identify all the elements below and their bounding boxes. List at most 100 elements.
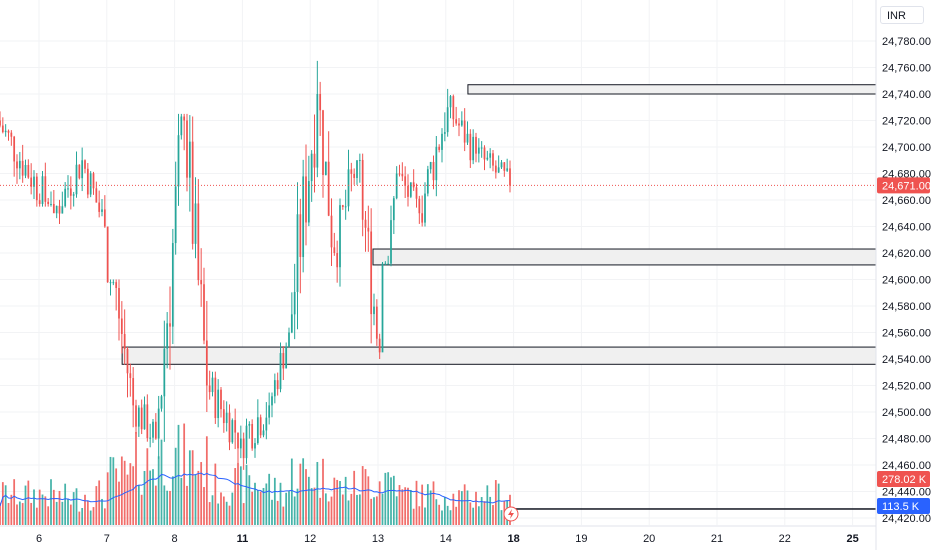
candle <box>4 124 7 137</box>
candle <box>438 144 441 153</box>
candle <box>282 346 285 381</box>
y-tick-label: 24,440.00 <box>882 487 931 499</box>
candle <box>126 347 129 398</box>
candle-body <box>132 378 135 406</box>
candle-body <box>313 153 316 168</box>
volume-bar <box>455 506 458 525</box>
volume-bar <box>358 494 361 525</box>
candle <box>449 95 452 119</box>
volume-bar <box>52 489 55 525</box>
candle-body <box>239 438 242 449</box>
candle <box>191 116 194 250</box>
volume-bar <box>387 472 390 525</box>
zone-box[interactable] <box>372 248 877 266</box>
volume-bar <box>415 480 418 525</box>
volume-bar <box>435 499 438 525</box>
volume-bar <box>401 489 404 525</box>
candle <box>237 432 239 463</box>
volume-bar <box>129 463 132 525</box>
volume-bar <box>492 505 494 525</box>
volume-bar <box>483 501 486 525</box>
volume-bar <box>347 500 350 525</box>
candle-body <box>211 377 214 393</box>
candle <box>115 279 118 311</box>
candle <box>154 413 157 440</box>
candle <box>407 174 409 207</box>
candle <box>324 161 327 176</box>
candle <box>279 342 282 393</box>
candle <box>137 405 140 437</box>
candle-body <box>194 203 197 244</box>
candle <box>503 161 506 177</box>
candle-body <box>432 161 435 181</box>
volume-bar <box>55 501 58 525</box>
candle-body <box>166 323 169 349</box>
volume-bar <box>200 462 203 525</box>
zone-box[interactable] <box>121 346 877 365</box>
candle-body <box>500 162 503 168</box>
candle-body <box>426 169 429 194</box>
volume-bar <box>231 492 234 525</box>
volume-bar <box>259 491 262 525</box>
candle-body <box>92 173 95 189</box>
volume-bar <box>98 480 101 525</box>
x-tick-label: 21 <box>711 533 723 545</box>
volume-bar <box>78 511 81 525</box>
volume-bar <box>475 491 477 525</box>
volume-bar <box>384 472 387 525</box>
volume-bar <box>477 506 480 525</box>
candle-body <box>188 141 191 178</box>
candle <box>472 129 475 165</box>
candle <box>378 333 381 359</box>
y-tick-label: 24,780.00 <box>882 36 931 48</box>
candle <box>373 293 375 326</box>
candle <box>429 161 432 174</box>
candle-body <box>282 353 285 369</box>
volume-bar <box>245 464 248 525</box>
zone-box[interactable] <box>508 508 877 510</box>
volume-bar <box>0 502 1 525</box>
candle-body <box>398 173 401 175</box>
candle <box>506 158 509 173</box>
last-price-badge: 24,671.00 <box>877 177 931 194</box>
y-axis[interactable]: 24,420.00 24,440.00 24,460.00 24,480.00 24,5… <box>882 36 931 525</box>
volume-bar <box>265 483 268 525</box>
candle <box>7 129 10 141</box>
volume-bar <box>256 490 259 525</box>
candle-body <box>441 133 443 150</box>
volume-bar <box>381 493 384 525</box>
volume-bar <box>262 487 265 525</box>
candle-body <box>225 412 228 424</box>
candle <box>61 191 64 214</box>
candle <box>333 232 336 256</box>
candle <box>38 193 41 207</box>
volume-ma-badge: 113.5 K <box>877 498 930 514</box>
candle <box>183 113 186 151</box>
candle-body <box>449 96 452 108</box>
lightning-icon[interactable] <box>503 506 519 522</box>
currency-label[interactable]: INR <box>880 6 924 24</box>
candle <box>109 279 112 296</box>
candle <box>305 144 307 246</box>
candle <box>390 205 392 267</box>
candle-body <box>137 407 140 427</box>
y-tick-label: 24,580.00 <box>882 301 931 313</box>
volume-bar <box>211 495 214 525</box>
candle <box>81 147 84 192</box>
candle <box>452 94 455 127</box>
candle-body <box>152 421 154 438</box>
volume-bar <box>154 485 157 525</box>
volume-bar <box>254 482 256 525</box>
candle <box>409 182 412 199</box>
candle-body <box>44 176 47 202</box>
volume-bar <box>271 499 273 525</box>
x-tick-label: 25 <box>846 533 858 545</box>
candle-body <box>78 164 81 179</box>
zone-box[interactable] <box>467 84 877 95</box>
volume-bar <box>373 497 375 525</box>
candle-body <box>191 141 194 244</box>
volume-bar <box>392 475 395 525</box>
candle-body <box>296 214 299 292</box>
volume-bar <box>469 502 472 525</box>
